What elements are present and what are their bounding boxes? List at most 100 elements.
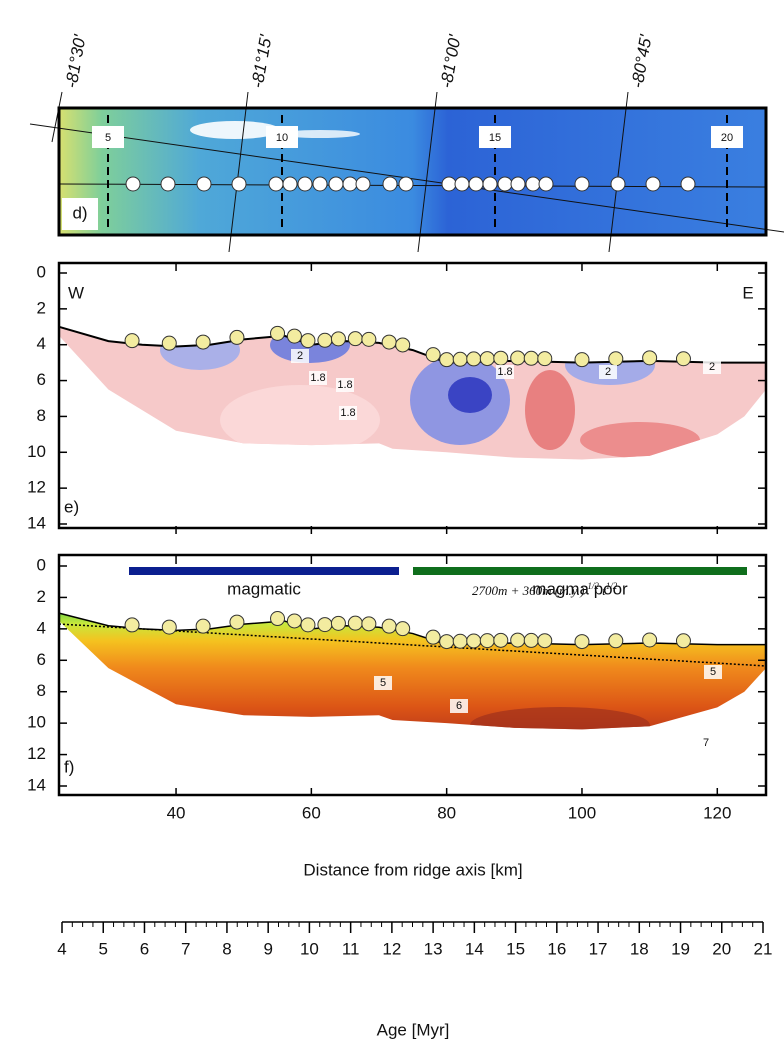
station	[328, 176, 344, 192]
anomaly	[470, 707, 650, 730]
receiver	[300, 617, 316, 633]
receiver	[381, 334, 397, 350]
receiver	[510, 350, 526, 366]
receiver	[124, 617, 140, 633]
receiver	[270, 611, 286, 627]
station	[342, 176, 358, 192]
frame	[57, 553, 768, 797]
receiver	[523, 632, 539, 648]
contour-label: 7	[697, 736, 715, 750]
receiver	[300, 333, 316, 349]
age-tick-label: 4	[57, 939, 66, 958]
receiver	[286, 613, 302, 629]
age-tick-label: 6	[140, 939, 149, 958]
bathymetry	[59, 108, 766, 235]
label-bg	[309, 371, 327, 385]
receiver	[537, 633, 553, 649]
site-label: 15	[489, 132, 501, 144]
bar-label: magma poor	[532, 579, 628, 598]
receiver	[161, 335, 177, 351]
contour-value: 2	[709, 361, 715, 373]
bar	[129, 567, 399, 575]
age-tick-label: 9	[263, 939, 272, 958]
site-box	[92, 126, 124, 148]
y-tick-label: 6	[37, 370, 46, 389]
site-box	[266, 126, 298, 148]
contour-value: 1.8	[340, 407, 355, 419]
station	[482, 176, 498, 192]
meridian	[417, 91, 438, 253]
receiver	[537, 351, 553, 367]
age-tick-label: 5	[99, 939, 108, 958]
receiver	[395, 337, 411, 353]
panel-f: magmatic magma poor 2700m + 360m (m.y.)-…	[58, 555, 767, 795]
contour-value: 1.8	[337, 379, 352, 391]
age-tick-label: 15	[506, 939, 525, 958]
age-tick-label: 19	[671, 939, 690, 958]
station	[355, 176, 371, 192]
receiver	[124, 333, 140, 349]
receiver	[317, 617, 333, 633]
y-tick-label: 0	[37, 262, 46, 281]
receiver	[493, 632, 509, 648]
y-tick-label: 12	[27, 478, 46, 497]
station	[125, 176, 141, 192]
shoal	[190, 121, 280, 139]
station	[231, 176, 247, 192]
age-tick-label: 10	[300, 939, 319, 958]
y-tick-label: 2	[37, 298, 46, 317]
label-bg	[291, 349, 309, 363]
receiver	[330, 615, 346, 631]
receiver	[381, 618, 397, 634]
station	[680, 176, 696, 192]
contour-label: 6	[450, 699, 468, 713]
longitude: -81°30'	[62, 33, 90, 90]
station	[441, 176, 457, 192]
station	[510, 176, 526, 192]
receiver	[361, 331, 377, 347]
contour-label: 1.8	[496, 365, 514, 379]
site-box	[711, 126, 743, 148]
receiver	[347, 615, 363, 631]
station	[312, 176, 328, 192]
receiver	[608, 351, 624, 367]
y-tick-label: 10	[27, 442, 46, 461]
panel-label: f)	[64, 757, 74, 776]
y-tick-label: 14	[27, 513, 46, 532]
receiver	[523, 350, 539, 366]
contour-label: 2	[703, 360, 721, 374]
y-tick-label: 4	[37, 618, 46, 637]
station	[525, 176, 541, 192]
receiver	[510, 632, 526, 648]
y-tick-label: 8	[37, 406, 46, 425]
direction: E	[742, 283, 753, 302]
receiver	[452, 351, 468, 367]
axis-title: Age [Myr]	[377, 1020, 450, 1039]
meridian	[51, 91, 63, 143]
receiver	[229, 614, 245, 630]
receiver	[425, 347, 441, 363]
age-tick-label: 11	[342, 939, 360, 958]
receiver	[195, 618, 211, 634]
contour-value: 6	[456, 700, 462, 712]
y-tick-label: 4	[37, 334, 46, 353]
station	[160, 176, 176, 192]
station	[645, 176, 661, 192]
age-tick-label: 14	[465, 939, 484, 958]
contour-label: 1.8	[309, 371, 327, 385]
station	[454, 176, 470, 192]
receiver	[286, 328, 302, 344]
frame	[57, 261, 768, 530]
map-panel: 5 10 15 20 d) -81°30' -81°15' -81°00' -80°4…	[29, 33, 784, 253]
age-tick-label: 18	[630, 939, 649, 958]
formula: 2700m + 360m (m.y.)-1/2 t1/2	[472, 581, 618, 598]
age-tick-label: 7	[181, 939, 190, 958]
receiver	[270, 325, 286, 341]
receiver	[642, 350, 658, 366]
contour-label: 2	[599, 365, 617, 379]
bar-label: magmatic	[227, 579, 301, 598]
receiver	[493, 350, 509, 366]
age-tick-label: 21	[754, 939, 773, 958]
label-bg	[697, 736, 715, 750]
contour-value: 5	[380, 677, 386, 689]
